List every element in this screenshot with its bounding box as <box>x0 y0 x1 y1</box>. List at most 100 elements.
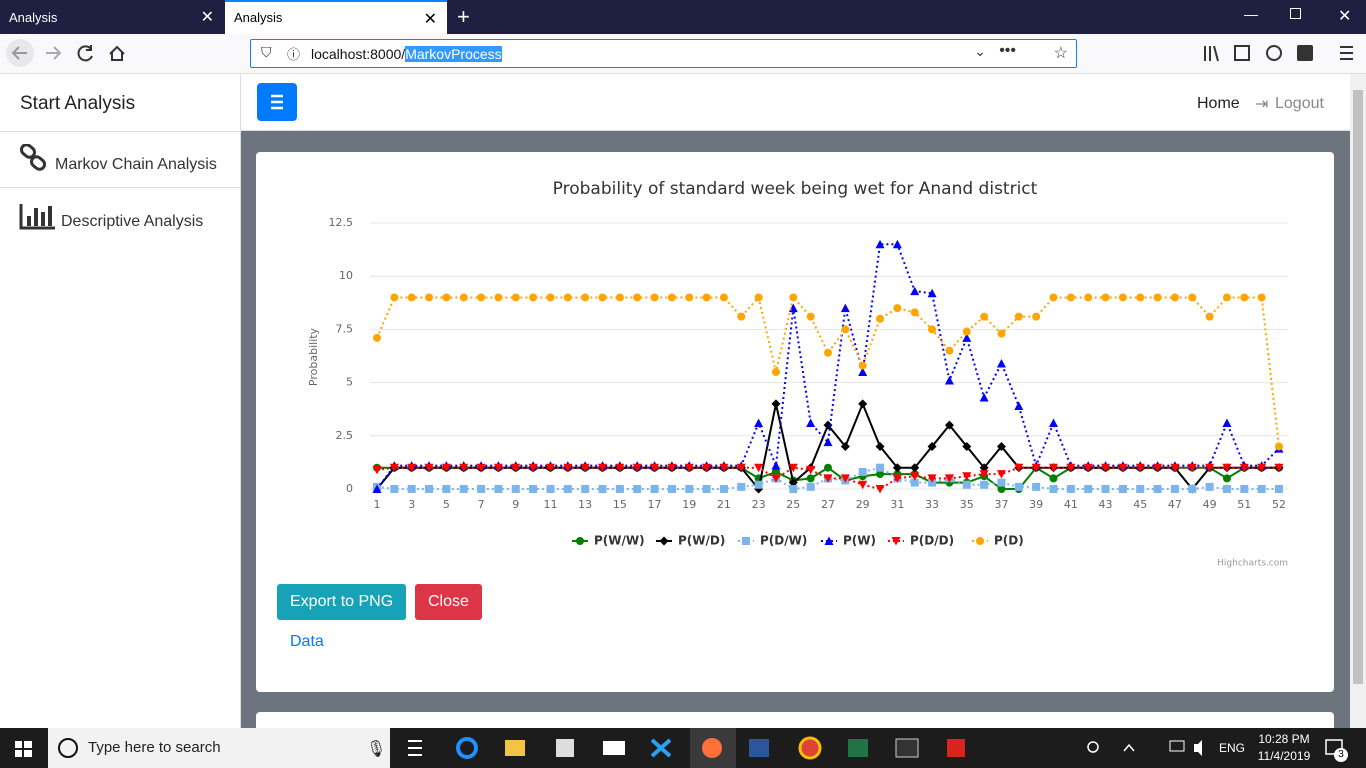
data-point <box>1153 463 1163 473</box>
nav-link[interactable]: Logout <box>1275 95 1324 112</box>
sidebar-item[interactable]: Descriptive Analysis <box>61 213 204 230</box>
pdf-icon[interactable] <box>947 739 965 757</box>
minimize[interactable]: — <box>1244 6 1258 22</box>
restore[interactable] <box>1290 8 1301 19</box>
selenium-button[interactable] <box>1297 45 1313 61</box>
legend-label[interactable]: P(D/D) <box>910 534 954 548</box>
data-point <box>424 463 434 473</box>
store-icon[interactable] <box>556 739 574 757</box>
data-point <box>928 325 937 334</box>
data-point <box>407 463 417 473</box>
language[interactable]: ENG <box>1219 741 1246 755</box>
data-point <box>806 418 816 428</box>
word-icon[interactable] <box>749 739 769 757</box>
url-bar[interactable]: localhost:8000/MarkovProcess ⛉ ⓘ ⌄ ••• ☆ <box>250 39 1077 68</box>
shield-icon[interactable]: ⛉ <box>261 44 272 60</box>
close-button[interactable]: Close <box>415 584 482 620</box>
data-point <box>962 333 972 342</box>
data-point <box>927 474 937 483</box>
dropdown-icon[interactable]: ⌄ <box>974 43 986 59</box>
tab-title: Analysis <box>234 10 283 25</box>
data-point <box>407 485 416 493</box>
legend-label[interactable]: P(W/D) <box>678 534 725 548</box>
data-point <box>806 312 815 321</box>
data-point <box>1135 463 1145 473</box>
data-point <box>667 463 677 473</box>
tab-close[interactable]: ✕ <box>423 11 437 28</box>
nav-link[interactable]: Home <box>1197 95 1240 112</box>
navbar: Home ⇥ Logout <box>241 74 1350 131</box>
chart-title: Probability of standard week being wet f… <box>553 179 1038 199</box>
close-window[interactable]: ✕ <box>1338 8 1352 25</box>
data-point <box>1205 312 1214 321</box>
legend-label[interactable]: P(D/W) <box>760 534 807 548</box>
tray-expand[interactable] <box>1123 743 1135 752</box>
data-point <box>372 465 382 475</box>
tab-active[interactable]: Analysis ✕ <box>225 0 447 34</box>
data-point <box>1049 463 1058 473</box>
data-point <box>1014 463 1024 473</box>
bookmark-icon[interactable]: ☆ <box>1053 45 1068 62</box>
info-icon[interactable]: ⓘ <box>287 47 301 62</box>
data-point <box>910 286 920 296</box>
data-point <box>511 293 520 302</box>
more-icon[interactable]: ••• <box>999 42 1016 59</box>
reload-button[interactable] <box>77 45 93 62</box>
data-point <box>945 346 954 355</box>
account-button[interactable] <box>1266 45 1282 61</box>
data-point <box>997 485 1006 493</box>
legend-label[interactable]: P(D) <box>994 534 1024 548</box>
x-tick-label: 35 <box>960 498 974 511</box>
menu-toggle[interactable] <box>257 83 297 121</box>
scrollbar[interactable] <box>1350 74 1366 728</box>
mic-icon[interactable]: 🎙 <box>366 741 387 758</box>
search-box[interactable]: Type here to search 🎙 <box>48 728 390 768</box>
data-point <box>425 293 434 302</box>
sidebar-title[interactable]: Start Analysis <box>20 93 136 114</box>
legend-label[interactable]: P(W) <box>843 534 876 548</box>
forward-button[interactable] <box>46 46 62 60</box>
data-point <box>788 463 798 473</box>
terminal-icon[interactable] <box>895 738 919 758</box>
chart-card: Probability of standard week being wet f… <box>256 152 1334 692</box>
tab-close[interactable]: ✕ <box>200 9 214 26</box>
people-icon[interactable] <box>1087 741 1099 753</box>
home-button[interactable] <box>109 45 125 61</box>
explorer-icon[interactable] <box>505 740 525 756</box>
clock-time[interactable]: 10:28 PM <box>1258 732 1310 746</box>
legend-label[interactable]: P(W/W) <box>594 534 645 548</box>
taskbar-icons <box>15 728 1343 768</box>
menu-button[interactable] <box>1340 46 1353 60</box>
data-point <box>529 485 538 493</box>
clock-date[interactable]: 11/4/2019 <box>1257 749 1311 763</box>
chrome-icon[interactable] <box>798 736 822 760</box>
mail-icon[interactable] <box>603 741 625 755</box>
start-button[interactable] <box>15 741 32 757</box>
data-point <box>372 484 382 493</box>
vscode-icon[interactable] <box>650 738 672 758</box>
new-tab[interactable]: + <box>457 4 470 29</box>
sidebar-button[interactable] <box>1234 45 1250 61</box>
task-view[interactable] <box>408 740 422 756</box>
legend-marker <box>742 537 750 545</box>
data-link[interactable]: Data <box>290 633 324 650</box>
data-point <box>667 485 676 493</box>
edge-icon[interactable] <box>456 737 478 759</box>
export-button[interactable]: Export to PNG <box>277 584 407 620</box>
credits[interactable]: Highcharts.com <box>1217 559 1288 569</box>
x-tick-label: 45 <box>1133 498 1147 511</box>
library-button[interactable] <box>1204 45 1219 62</box>
data-point <box>1014 401 1024 411</box>
volume-icon[interactable] <box>1194 740 1202 756</box>
network-icon[interactable] <box>1169 740 1185 752</box>
data-point <box>685 485 694 493</box>
scroll-thumb[interactable] <box>1353 90 1363 684</box>
x-tick-label: 3 <box>408 498 415 511</box>
tab[interactable]: Analysis ✕ <box>0 0 224 34</box>
sidebar-item[interactable]: Markov Chain Analysis <box>55 156 217 173</box>
excel-icon[interactable] <box>848 739 868 757</box>
data-point <box>840 303 850 313</box>
data-point <box>1170 485 1179 493</box>
link-icon <box>19 144 47 171</box>
